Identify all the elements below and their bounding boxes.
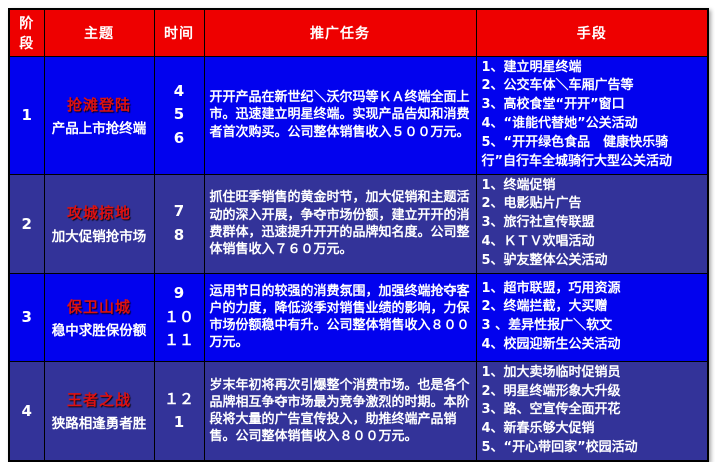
stage-number: 4 <box>8 360 45 462</box>
time-cell: 9 １０ １１ <box>153 272 205 362</box>
methods-cell: 1、加大卖场临时促销员 2、明星终端形象大升级 3、路、空宣传全面开花 4、新春… <box>475 360 709 462</box>
header-task: 推广任务 <box>203 8 477 57</box>
time-month: 6 <box>173 128 185 147</box>
theme-cell: 王者之战 狭路相逢勇者胜 <box>43 360 155 462</box>
method-item: 5、“开开绿色食品 健康快乐骑行”自行车全城骑行大型公关活动 <box>481 134 673 169</box>
methods-cell: 1、超市联盟，巧用资源 2、终端拦截，大买赠 3 、差异性报广＼软文 4、校园迎… <box>475 272 709 362</box>
theme-subtitle: 狭路相逢勇者胜 <box>51 416 147 433</box>
method-item: 2、公交车体＼车厢广告等 <box>481 78 634 94</box>
method-item: 4、校园迎新生公关活动 <box>481 337 621 353</box>
method-item: 3、旅行社宣传联盟 <box>481 215 595 231</box>
method-item: 1、建立明星终端 <box>481 59 582 75</box>
header-stage: 阶段 <box>8 8 45 57</box>
task-text: 开开产品在新世纪＼沃尔玛等ＫＡ终端全面上市。迅速建立明星终端。实现产品告知和消费… <box>203 55 477 175</box>
theme-title: 攻城掠地 <box>66 204 131 223</box>
methods-cell: 1、建立明星终端 2、公交车体＼车厢广告等 3、高校食堂“开开”窗口 4、“谁能… <box>475 55 709 175</box>
method-item: 3 、差异性报广＼软文 <box>481 318 613 334</box>
task-text: 运用节日的较强的消费氛围，加强终端抢夺客户的力度，降低淡季对销售业绩的影响，力保… <box>203 272 477 362</box>
stage-number: 3 <box>8 272 45 362</box>
theme-title: 抢滩登陆 <box>66 95 131 114</box>
theme-cell: 保卫山城 稳中求胜保份额 <box>43 272 155 362</box>
method-item: 3、路、空宣传全面开花 <box>481 402 621 418</box>
header-theme: 主题 <box>43 8 155 57</box>
time-month: １１ <box>163 330 194 349</box>
method-item: 4、新春乐够大促销 <box>481 421 595 437</box>
task-text: 抓住旺季销售的黄金时节，加大促销和主题活动的深入开展，争夺市场份额，建立开开的消… <box>203 173 477 274</box>
method-item: 2、电影贴片广告 <box>481 196 582 212</box>
time-cell: １２ 1 <box>153 360 205 462</box>
promotion-plan-table: 阶段 主题 时间 推广任务 手段 1 抢滩登陆 产品上市抢终端 4 5 6 开开… <box>8 8 709 462</box>
theme-subtitle: 加大促销抢市场 <box>51 229 147 246</box>
method-item: 1、终端促销 <box>481 177 556 193</box>
theme-title: 王者之战 <box>66 391 131 410</box>
time-month: 8 <box>173 225 185 244</box>
method-item: 3、高校食堂“开开”窗口 <box>481 97 625 113</box>
method-item: 5、驴友整体公关活动 <box>481 252 608 268</box>
theme-title: 保卫山城 <box>66 297 131 316</box>
method-item: 4、“谁能代替她”公关活动 <box>481 116 638 132</box>
time-month: １２ <box>163 389 194 408</box>
time-cell: 4 5 6 <box>153 55 205 175</box>
time-month: 5 <box>173 105 185 124</box>
stage-number: 1 <box>8 55 45 175</box>
time-month: 9 <box>173 284 185 303</box>
method-item: 1、加大卖场临时促销员 <box>481 364 621 380</box>
theme-cell: 攻城掠地 加大促销抢市场 <box>43 173 155 274</box>
table-header-row: 阶段 主题 时间 推广任务 手段 <box>8 8 709 57</box>
header-methods: 手段 <box>475 8 709 57</box>
method-item: 1、超市联盟，巧用资源 <box>481 280 621 296</box>
table-row: 4 王者之战 狭路相逢勇者胜 １２ 1 岁末年初将再次引爆整个消费市场。也是各个… <box>8 360 709 462</box>
theme-subtitle: 产品上市抢终端 <box>51 120 147 137</box>
time-month: 7 <box>173 202 185 221</box>
method-item: 5、“开心带回家”校园活动 <box>481 440 638 456</box>
time-month: 4 <box>173 82 185 101</box>
table-row: 2 攻城掠地 加大促销抢市场 7 8 抓住旺季销售的黄金时节，加大促销和主题活动… <box>8 173 709 274</box>
methods-cell: 1、终端促销 2、电影贴片广告 3、旅行社宣传联盟 4、ＫＴＶ欢唱活动 5、驴友… <box>475 173 709 274</box>
theme-cell: 抢滩登陆 产品上市抢终端 <box>43 55 155 175</box>
header-time: 时间 <box>153 8 205 57</box>
method-item: 4、ＫＴＶ欢唱活动 <box>481 234 595 250</box>
time-month: 1 <box>173 412 185 431</box>
method-item: 2、明星终端形象大升级 <box>481 383 621 399</box>
method-item: 2、终端拦截，大买赠 <box>481 299 608 315</box>
time-cell: 7 8 <box>153 173 205 274</box>
table-row: 3 保卫山城 稳中求胜保份额 9 １０ １１ 运用节日的较强的消费氛围，加强终端… <box>8 272 709 362</box>
theme-subtitle: 稳中求胜保份额 <box>51 322 147 339</box>
time-month: １０ <box>163 307 194 326</box>
table-row: 1 抢滩登陆 产品上市抢终端 4 5 6 开开产品在新世纪＼沃尔玛等ＫＡ终端全面… <box>8 55 709 175</box>
task-text: 岁末年初将再次引爆整个消费市场。也是各个品牌相互争夺市场最为竞争激烈的时期。本阶… <box>203 360 477 462</box>
stage-number: 2 <box>8 173 45 274</box>
